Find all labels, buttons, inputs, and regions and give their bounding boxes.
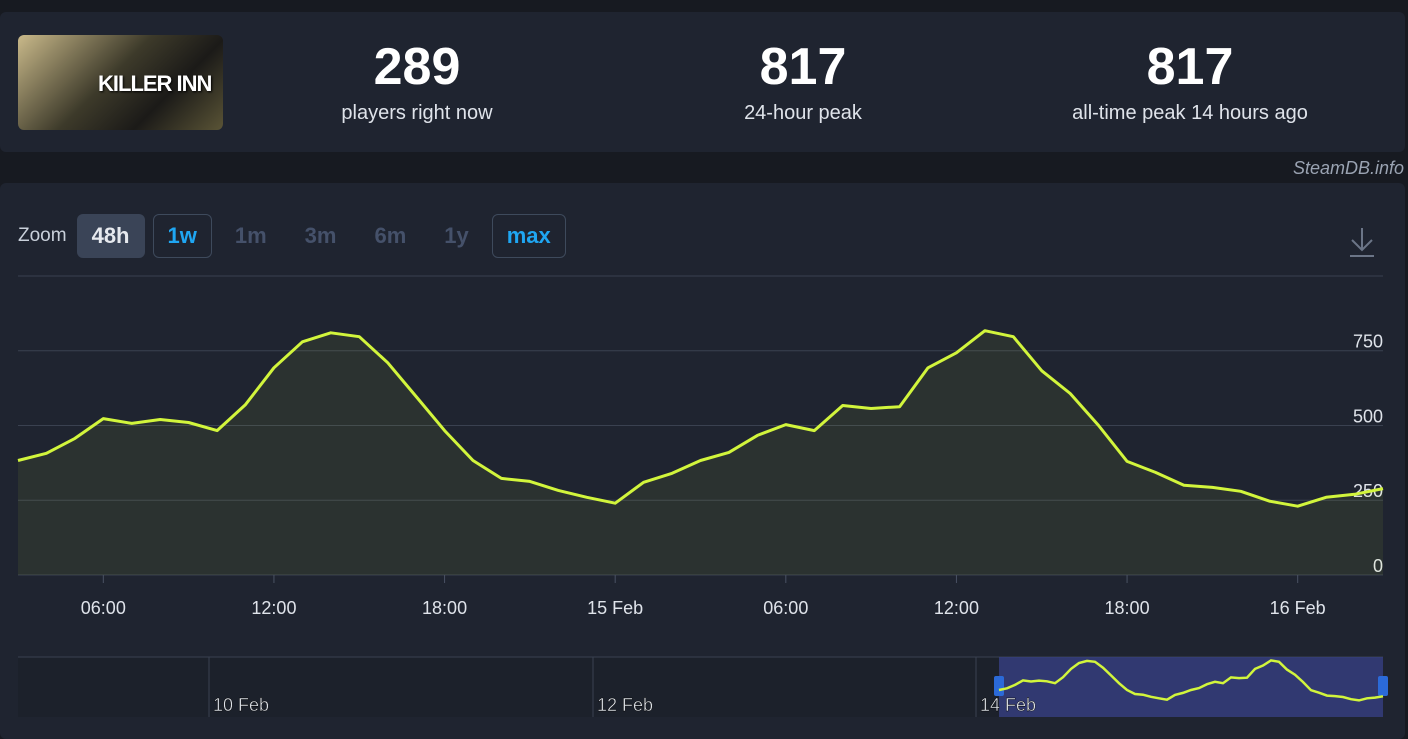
zoom-button[interactable]: 1w (152, 214, 212, 258)
x-tick-label: 18:00 (1105, 598, 1150, 618)
zoom-button[interactable]: max (491, 214, 566, 258)
watermark: SteamDB.info (1292, 158, 1404, 178)
zoom-button[interactable]: 3m (304, 223, 337, 248)
stats-card: KILLER INN 289 players right now 817 24-ho… (0, 12, 1405, 152)
x-tick-label: 16 Feb (1270, 598, 1326, 618)
navigator-handle[interactable] (994, 676, 1004, 696)
navigator-label: 12 Feb (597, 695, 653, 715)
navigator-line (998, 659, 1384, 702)
zoom-label: Zoom (18, 225, 67, 246)
x-tick-label: 06:00 (763, 598, 808, 618)
download-icon[interactable] (1350, 228, 1374, 257)
stat-value: 817 (1146, 38, 1234, 96)
zoom-button[interactable]: 1m (234, 223, 267, 248)
y-tick-label: 500 (1353, 406, 1383, 426)
stat-label: players right now (341, 102, 493, 124)
x-tick-label: 12:00 (251, 598, 296, 618)
navigator-label: 14 Feb (980, 695, 1036, 715)
stat-label: all-time peak 14 hours ago (1072, 102, 1308, 124)
line (17, 329, 1384, 508)
navigator-handle[interactable] (1378, 676, 1388, 696)
stat: 817 all-time peak 14 hours ago (1030, 40, 1350, 125)
x-tick-label: 18:00 (422, 598, 467, 618)
x-tick-label: 06:00 (81, 598, 126, 618)
y-tick-label: 750 (1353, 332, 1383, 352)
y-tick-label: 0 (1373, 556, 1383, 576)
game-logo[interactable]: KILLER INN (18, 35, 223, 130)
zoom-button[interactable]: 48h (76, 214, 145, 258)
navigator-label: 10 Feb (213, 695, 269, 715)
zoom-button[interactable]: 6m (374, 223, 407, 248)
x-tick-label: 12:00 (934, 598, 979, 618)
zoom-button[interactable]: 1y (444, 223, 469, 248)
stat-label: 24-hour peak (744, 102, 862, 124)
zoom-bar: Zoom 48h 1w 1m 3m 6m 1y max (18, 214, 566, 258)
stat-value: 289 (373, 38, 461, 96)
game-logo-text: KILLER INN (98, 71, 212, 96)
stat: 289 players right now (257, 40, 577, 125)
navigator-window[interactable] (999, 657, 1383, 717)
stat: 817 24-hour peak (643, 40, 963, 125)
area (18, 330, 1383, 575)
x-tick-label: 15 Feb (587, 598, 643, 618)
stat-value: 817 (759, 38, 847, 96)
